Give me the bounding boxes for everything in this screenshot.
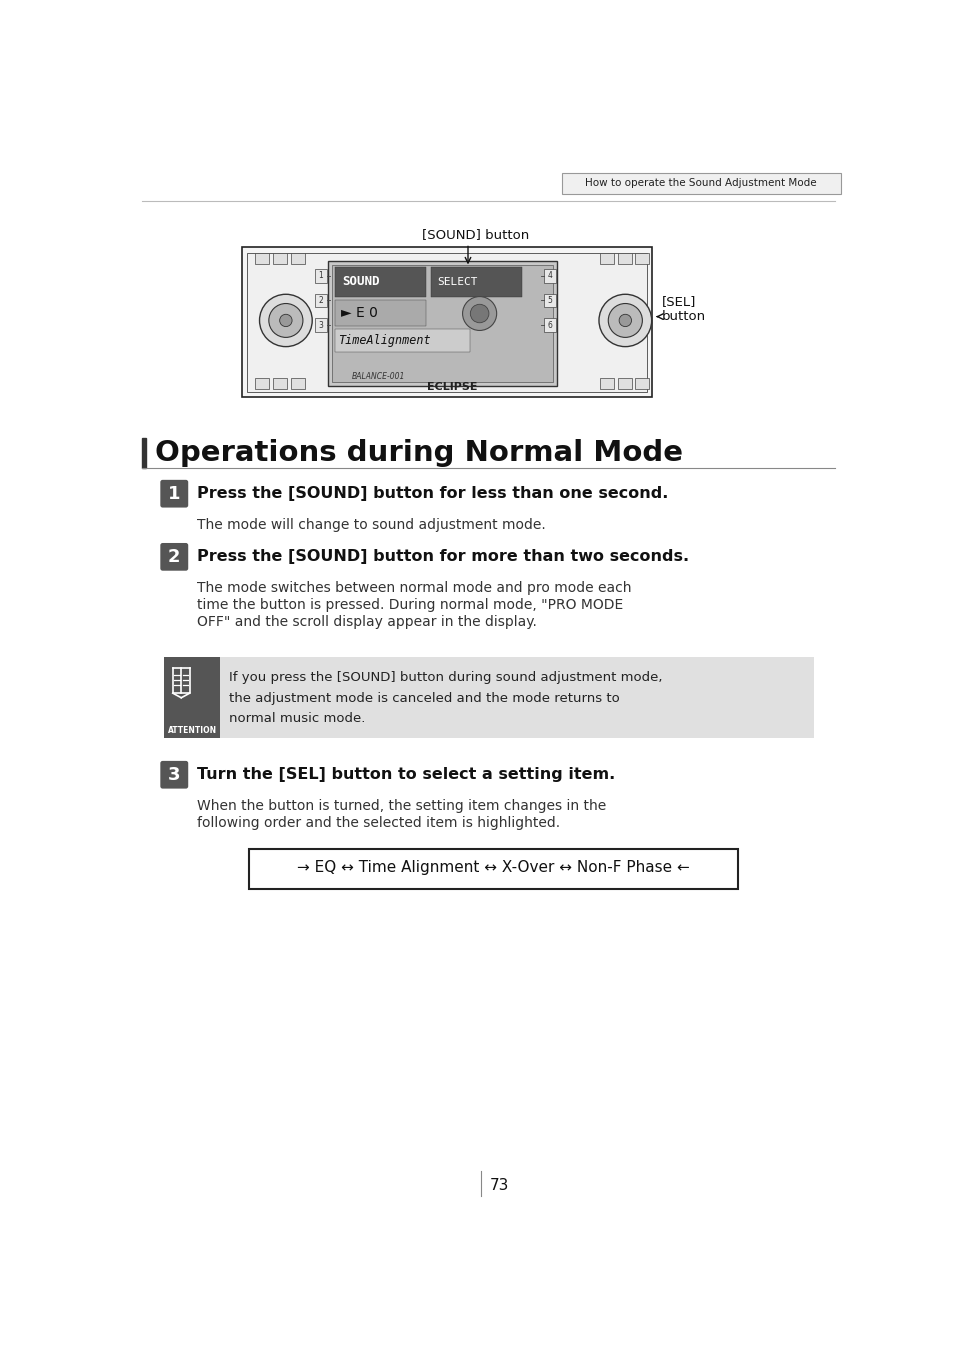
Bar: [291, 378, 305, 389]
Text: TimeAlignment: TimeAlignment: [337, 333, 430, 347]
Text: Press the [SOUND] button for more than two seconds.: Press the [SOUND] button for more than t…: [196, 549, 688, 564]
Bar: [291, 253, 305, 264]
FancyBboxPatch shape: [160, 543, 188, 570]
Text: time the button is pressed. During normal mode, "PRO MODE: time the button is pressed. During norma…: [196, 599, 622, 612]
Bar: [617, 378, 631, 389]
Text: How to operate the Sound Adjustment Mode: How to operate the Sound Adjustment Mode: [585, 179, 816, 188]
Circle shape: [470, 305, 488, 322]
Bar: [273, 378, 286, 389]
FancyBboxPatch shape: [160, 480, 188, 508]
Circle shape: [608, 304, 641, 337]
Text: Turn the [SEL] button to select a setting item.: Turn the [SEL] button to select a settin…: [196, 767, 615, 782]
Bar: [164, 657, 220, 737]
Text: 3: 3: [168, 766, 180, 783]
Text: 4: 4: [547, 271, 552, 280]
Text: following order and the selected item is highlighted.: following order and the selected item is…: [196, 816, 559, 831]
Text: 1: 1: [318, 271, 323, 280]
Bar: [617, 253, 631, 264]
Text: BALANCE-001: BALANCE-001: [352, 373, 405, 381]
Bar: [635, 378, 649, 389]
Circle shape: [598, 294, 651, 347]
Bar: [254, 378, 269, 389]
Bar: [254, 253, 269, 264]
Text: OFF" and the scroll display appear in the display.: OFF" and the scroll display appear in th…: [196, 615, 536, 629]
Text: 2: 2: [318, 295, 323, 305]
Text: 2: 2: [168, 547, 180, 566]
Bar: [314, 268, 327, 283]
Circle shape: [259, 294, 312, 347]
Circle shape: [618, 314, 631, 327]
Bar: [249, 850, 737, 889]
FancyBboxPatch shape: [561, 172, 840, 194]
Bar: [314, 318, 327, 332]
Text: [SEL]
button: [SEL] button: [661, 295, 705, 322]
Text: 73: 73: [489, 1177, 509, 1192]
Bar: [599, 253, 613, 264]
Text: ECLIPSE: ECLIPSE: [427, 382, 477, 393]
Bar: [335, 267, 426, 297]
Bar: [328, 262, 557, 386]
Text: → EQ ↔ Time Alignment ↔ X-Over ↔ Non-F Phase ←: → EQ ↔ Time Alignment ↔ X-Over ↔ Non-F P…: [297, 859, 689, 874]
Bar: [635, 253, 649, 264]
Bar: [142, 438, 146, 467]
Circle shape: [279, 314, 292, 327]
Bar: [247, 252, 646, 392]
Bar: [543, 318, 556, 332]
Text: SELECT: SELECT: [436, 276, 477, 287]
Text: If you press the [SOUND] button during sound adjustment mode,: If you press the [SOUND] button during s…: [229, 671, 662, 684]
Circle shape: [269, 304, 303, 337]
Text: ► E 0: ► E 0: [340, 306, 377, 320]
Text: The mode switches between normal mode and pro mode each: The mode switches between normal mode an…: [196, 581, 631, 595]
Text: The mode will change to sound adjustment mode.: The mode will change to sound adjustment…: [196, 519, 545, 533]
Circle shape: [462, 297, 497, 331]
Text: normal music mode.: normal music mode.: [229, 713, 365, 725]
Bar: [241, 248, 652, 397]
Bar: [431, 267, 521, 297]
Text: 5: 5: [547, 295, 552, 305]
Bar: [335, 299, 426, 325]
FancyBboxPatch shape: [160, 762, 188, 789]
Bar: [599, 378, 613, 389]
Text: ATTENTION: ATTENTION: [168, 725, 216, 734]
Bar: [335, 329, 470, 352]
Bar: [314, 294, 327, 308]
Bar: [164, 657, 813, 737]
Text: SOUND: SOUND: [342, 275, 379, 289]
Text: 6: 6: [547, 321, 552, 329]
Text: Operations during Normal Mode: Operations during Normal Mode: [154, 439, 682, 467]
Bar: [273, 253, 286, 264]
Text: the adjustment mode is canceled and the mode returns to: the adjustment mode is canceled and the …: [229, 691, 619, 705]
Text: 3: 3: [318, 321, 323, 329]
Text: [SOUND] button: [SOUND] button: [421, 228, 529, 241]
Bar: [332, 266, 553, 382]
Text: Press the [SOUND] button for less than one second.: Press the [SOUND] button for less than o…: [196, 486, 667, 501]
Text: 1: 1: [168, 485, 180, 503]
Bar: [543, 294, 556, 308]
Bar: [543, 268, 556, 283]
Text: When the button is turned, the setting item changes in the: When the button is turned, the setting i…: [196, 799, 605, 813]
